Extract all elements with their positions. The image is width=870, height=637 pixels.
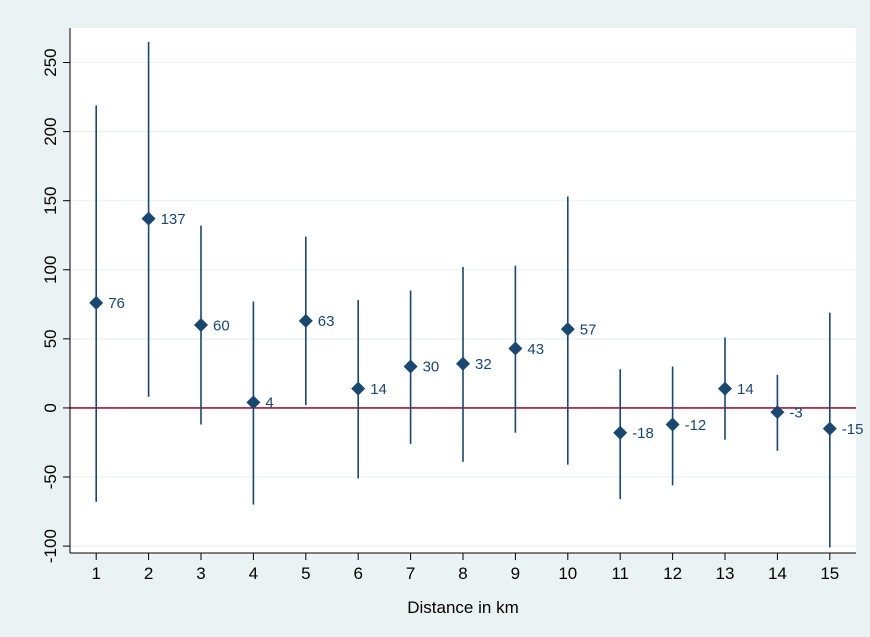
x-tick-label: 5 — [301, 564, 310, 583]
x-tick-label: 4 — [249, 564, 258, 583]
data-label: -12 — [685, 417, 707, 434]
data-label: 14 — [737, 381, 754, 398]
x-tick-label: 13 — [716, 564, 735, 583]
x-tick-label: 15 — [820, 564, 839, 583]
data-label: 43 — [527, 341, 544, 358]
y-tick-label: -100 — [41, 529, 60, 563]
x-axis: 1 2 3 4 5 6 7 8 9 10 11 12 13 14 15 — [91, 553, 839, 583]
x-tick-label: 7 — [406, 564, 415, 583]
x-tick-label: 10 — [558, 564, 577, 583]
x-tick-label: 11 — [611, 564, 629, 583]
point-marker — [246, 395, 261, 410]
point-marker — [508, 341, 523, 356]
x-axis-title: Distance in km — [407, 598, 518, 617]
y-tick-label: 200 — [41, 117, 60, 145]
point-marker — [718, 381, 732, 396]
data-label: 60 — [213, 317, 230, 334]
point-marker — [613, 425, 628, 440]
point-marker — [351, 381, 366, 396]
y-tick-label: 0 — [41, 403, 60, 412]
data-label: 63 — [318, 313, 335, 330]
point-marker — [665, 417, 680, 432]
y-tick-label: 250 — [41, 48, 60, 76]
data-label: 137 — [161, 211, 186, 228]
x-tick-label: 9 — [511, 564, 520, 583]
y-tick-label: 50 — [41, 329, 60, 348]
point-marker — [560, 322, 575, 337]
y-axis: -100 -50 0 50 100 150 200 250 — [41, 48, 70, 563]
x-tick-label: 8 — [458, 564, 467, 583]
point-marker — [141, 211, 156, 226]
point-marker — [822, 421, 837, 436]
x-tick-label: 6 — [353, 564, 362, 583]
data-label: 14 — [370, 381, 387, 398]
data-label: 4 — [265, 395, 273, 412]
x-tick-label: 1 — [91, 564, 100, 583]
data-label: 57 — [580, 321, 597, 338]
x-tick-label: 14 — [768, 564, 787, 583]
x-tick-label: 2 — [144, 564, 153, 583]
point-marker — [89, 295, 104, 310]
y-tick-label: 150 — [41, 187, 60, 215]
point-marker — [194, 318, 208, 333]
point-marker — [770, 405, 785, 420]
y-tick-label: -50 — [41, 465, 60, 490]
y-tick-label: 100 — [41, 256, 60, 284]
point-marker — [456, 356, 470, 371]
point-marker — [403, 359, 418, 374]
series-estimates: 76 137 60 4 63 14 30 32 43 57 -18 -12 14 -3 -15 — [89, 41, 864, 548]
x-tick-label: 3 — [196, 564, 205, 583]
data-label: 76 — [108, 295, 125, 312]
data-label: 30 — [423, 359, 440, 376]
data-label: -3 — [789, 404, 802, 421]
data-label: -18 — [632, 425, 654, 442]
x-tick-label: 12 — [663, 564, 682, 583]
data-label: 32 — [475, 356, 492, 373]
data-label: -15 — [842, 421, 864, 438]
point-marker — [298, 313, 313, 328]
